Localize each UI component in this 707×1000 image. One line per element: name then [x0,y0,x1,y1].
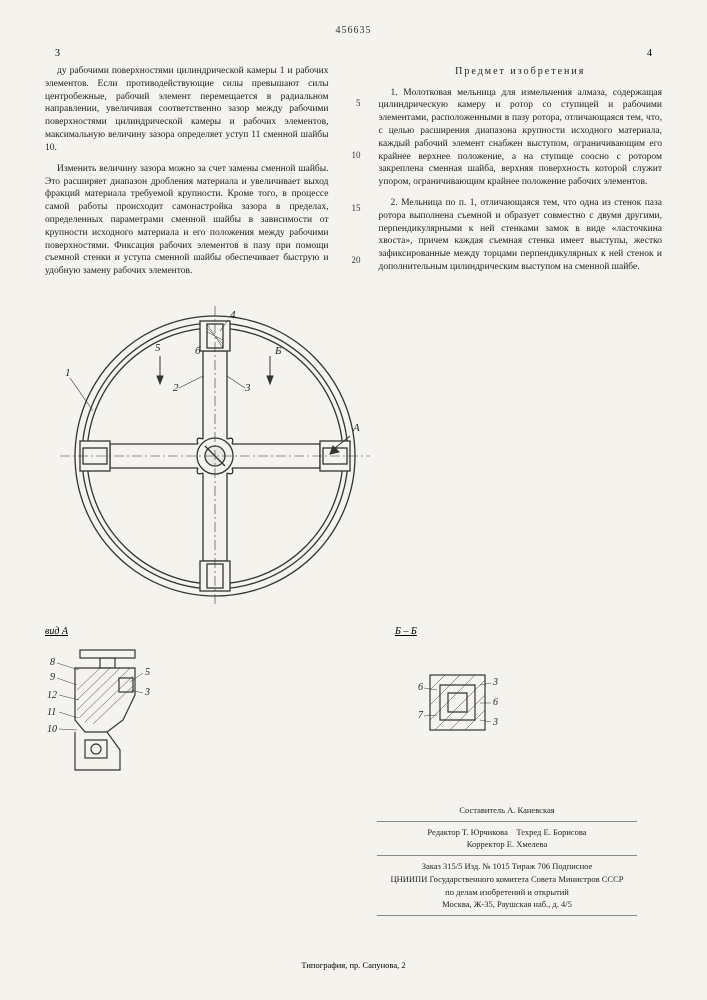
svg-text:3: 3 [144,687,150,698]
svg-text:6: 6 [418,682,423,693]
editors-line: Редактор Т. Юрчикова Техред Е. Борисова [357,826,657,839]
printing-line: Типография, пр. Сапунова, 2 [0,960,707,970]
svg-text:12: 12 [47,690,57,701]
divider [377,821,637,822]
ln: 10 [347,149,361,161]
doc-number: 456635 [45,25,662,36]
figure-view-a: 8 9 12 11 10 5 3 [45,640,185,780]
left-page-num: 3 [55,48,60,59]
org2: по делам изобретений и открытий [357,886,657,899]
text-columns: ду рабочими поверхностями цилиндрической… [45,65,662,286]
figure-main: 1 5 б 4 Б А 2 3 [45,306,405,606]
fig-ref-b: б [195,345,201,357]
figure-bb: 6 7 3 6 3 [415,660,515,760]
line-numbers: 5 10 15 20 [347,65,361,286]
ln: 20 [347,254,361,266]
svg-text:10: 10 [47,724,57,735]
credits: Составитель А. Каневская Редактор Т. Юрч… [357,804,657,920]
order-line: Заказ 315/5 Изд. № 1015 Тираж 706 Подпис… [357,860,657,873]
right-page-num: 4 [647,48,652,59]
left-column: ду рабочими поверхностями цилиндрической… [45,65,329,286]
right-p2: 2. Мельница по п. 1, отличающаяся тем, ч… [379,197,663,274]
address: Москва, Ж-35, Раушская наб., д. 4/5 [357,898,657,911]
fig-ref-2: 2 [173,382,179,394]
author-line: Составитель А. Каневская [357,804,657,817]
page: 456635 3 4 ду рабочими поверхностями цил… [0,0,707,1000]
subject-title: Предмет изобретения [379,65,663,79]
ln: 5 [347,97,361,109]
right-column: Предмет изобретения 1. Молотковая мельни… [379,65,663,286]
tech-editor: Техред Е. Борисова [516,827,586,837]
svg-text:3: 3 [492,677,498,688]
left-p1: ду рабочими поверхностями цилиндрической… [45,65,329,155]
svg-text:7: 7 [418,710,424,721]
svg-text:5: 5 [145,667,150,678]
column-numbers: 3 4 [45,48,662,59]
fig-ref-B: Б [274,345,282,357]
divider [377,855,637,856]
bottom-figures: вид А [45,621,662,780]
left-p2: Изменить величину зазора можно за счет з… [45,163,329,278]
fig-ref-1: 1 [65,367,71,379]
section-bb-block: Б – Б [395,621,515,760]
svg-text:8: 8 [50,657,55,668]
svg-text:6: 6 [493,697,498,708]
svg-text:3: 3 [492,717,498,728]
corrector-line: Корректор Е. Хмелева [357,838,657,851]
fig-ref-3: 3 [244,382,251,394]
bb-label: Б – Б [395,626,417,637]
fig-ref-5: 5 [155,342,161,354]
org1: ЦНИИПИ Государственного комитета Совета … [357,873,657,886]
fig-ref-4: 4 [230,309,236,321]
svg-text:11: 11 [47,707,56,718]
svg-text:9: 9 [50,672,55,683]
divider [377,915,637,916]
ln: 15 [347,202,361,214]
editor: Редактор Т. Юрчикова [427,827,507,837]
view-a-block: вид А [45,621,375,780]
right-p1: 1. Молотковая мельница для измельчения а… [379,87,663,190]
view-a-label: вид А [45,626,68,637]
fig-ref-A: А [352,422,360,434]
